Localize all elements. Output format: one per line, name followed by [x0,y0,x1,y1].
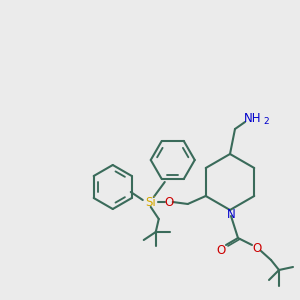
Text: O: O [216,244,226,256]
Text: NH: NH [244,112,262,125]
Text: N: N [226,208,236,221]
Text: 2: 2 [263,118,269,127]
Text: Si: Si [146,196,156,208]
Text: O: O [252,242,262,254]
Text: O: O [164,196,173,208]
